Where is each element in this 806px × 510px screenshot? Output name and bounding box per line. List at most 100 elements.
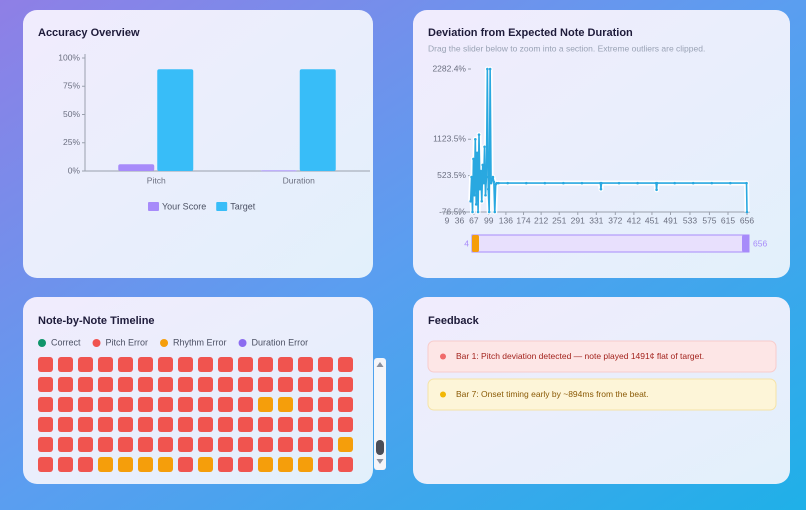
- note-cell[interactable]: [338, 357, 353, 372]
- note-cell[interactable]: [38, 397, 53, 412]
- note-cell[interactable]: [138, 357, 153, 372]
- note-cell[interactable]: [138, 417, 153, 432]
- note-cell[interactable]: [278, 377, 293, 392]
- note-cell[interactable]: [278, 417, 293, 432]
- note-cell[interactable]: [218, 417, 233, 432]
- note-cell[interactable]: [158, 437, 173, 452]
- note-cell[interactable]: [78, 397, 93, 412]
- note-cell[interactable]: [338, 437, 353, 452]
- note-cell[interactable]: [218, 377, 233, 392]
- note-cell[interactable]: [198, 357, 213, 372]
- note-cell[interactable]: [178, 437, 193, 452]
- note-cell[interactable]: [118, 457, 133, 472]
- note-cell[interactable]: [118, 437, 133, 452]
- scroll-up[interactable]: [376, 362, 384, 367]
- note-cell[interactable]: [238, 437, 253, 452]
- note-cell[interactable]: [178, 397, 193, 412]
- note-cell[interactable]: [78, 437, 93, 452]
- note-cell[interactable]: [318, 357, 333, 372]
- note-cell[interactable]: [118, 377, 133, 392]
- note-cell[interactable]: [278, 397, 293, 412]
- note-cell[interactable]: [158, 397, 173, 412]
- note-cell[interactable]: [198, 377, 213, 392]
- note-cell[interactable]: [298, 397, 313, 412]
- note-cell[interactable]: [58, 377, 73, 392]
- note-cell[interactable]: [178, 357, 193, 372]
- scroll-down[interactable]: [376, 459, 384, 464]
- note-cell[interactable]: [238, 357, 253, 372]
- scrollbar-thumb[interactable]: [376, 440, 384, 455]
- note-cell[interactable]: [258, 457, 273, 472]
- note-cell[interactable]: [298, 457, 313, 472]
- note-cell[interactable]: [98, 377, 113, 392]
- note-cell[interactable]: [218, 437, 233, 452]
- note-cell[interactable]: [98, 457, 113, 472]
- note-cell[interactable]: [298, 417, 313, 432]
- note-cell[interactable]: [58, 437, 73, 452]
- note-cell[interactable]: [38, 417, 53, 432]
- note-cell[interactable]: [58, 457, 73, 472]
- note-cell[interactable]: [98, 437, 113, 452]
- note-cell[interactable]: [178, 457, 193, 472]
- note-cell[interactable]: [258, 397, 273, 412]
- note-cell[interactable]: [258, 417, 273, 432]
- note-cell[interactable]: [158, 357, 173, 372]
- note-cell[interactable]: [198, 417, 213, 432]
- slider-handle[interactable]: [742, 235, 749, 252]
- note-cell[interactable]: [58, 357, 73, 372]
- note-cell[interactable]: [318, 457, 333, 472]
- note-cell[interactable]: [98, 417, 113, 432]
- note-cell[interactable]: [138, 437, 153, 452]
- note-cell[interactable]: [98, 357, 113, 372]
- slider-handle[interactable]: [472, 235, 479, 252]
- note-cell[interactable]: [218, 397, 233, 412]
- note-cell[interactable]: [238, 377, 253, 392]
- note-cell[interactable]: [318, 397, 333, 412]
- note-cell[interactable]: [138, 377, 153, 392]
- note-cell[interactable]: [278, 437, 293, 452]
- note-cell[interactable]: [238, 457, 253, 472]
- note-cell[interactable]: [258, 377, 273, 392]
- note-cell[interactable]: [78, 417, 93, 432]
- note-cell[interactable]: [338, 397, 353, 412]
- note-cell[interactable]: [278, 457, 293, 472]
- note-cell[interactable]: [298, 357, 313, 372]
- note-cell[interactable]: [118, 417, 133, 432]
- note-cell[interactable]: [318, 437, 333, 452]
- note-cell[interactable]: [338, 417, 353, 432]
- note-cell[interactable]: [138, 397, 153, 412]
- note-cell[interactable]: [198, 457, 213, 472]
- note-cell[interactable]: [298, 437, 313, 452]
- note-cell[interactable]: [258, 357, 273, 372]
- slider-range[interactable]: [471, 234, 750, 253]
- note-cell[interactable]: [298, 377, 313, 392]
- note-cell[interactable]: [118, 357, 133, 372]
- note-cell[interactable]: [38, 377, 53, 392]
- note-cell[interactable]: [238, 417, 253, 432]
- note-cell[interactable]: [238, 397, 253, 412]
- note-cell[interactable]: [318, 417, 333, 432]
- note-cell[interactable]: [78, 457, 93, 472]
- note-cell[interactable]: [218, 357, 233, 372]
- note-cell[interactable]: [338, 457, 353, 472]
- note-cell[interactable]: [138, 457, 153, 472]
- note-cell[interactable]: [178, 377, 193, 392]
- note-cell[interactable]: [98, 397, 113, 412]
- note-cell[interactable]: [258, 437, 273, 452]
- note-cell[interactable]: [78, 377, 93, 392]
- note-cell[interactable]: [158, 417, 173, 432]
- note-cell[interactable]: [198, 437, 213, 452]
- note-cell[interactable]: [58, 397, 73, 412]
- note-cell[interactable]: [78, 357, 93, 372]
- note-cell[interactable]: [158, 457, 173, 472]
- note-cell[interactable]: [38, 437, 53, 452]
- note-cell[interactable]: [318, 377, 333, 392]
- note-cell[interactable]: [158, 377, 173, 392]
- note-cell[interactable]: [198, 397, 213, 412]
- note-cell[interactable]: [58, 417, 73, 432]
- note-cell[interactable]: [338, 377, 353, 392]
- note-cell[interactable]: [278, 357, 293, 372]
- note-cell[interactable]: [38, 457, 53, 472]
- note-cell[interactable]: [118, 397, 133, 412]
- note-cell[interactable]: [178, 417, 193, 432]
